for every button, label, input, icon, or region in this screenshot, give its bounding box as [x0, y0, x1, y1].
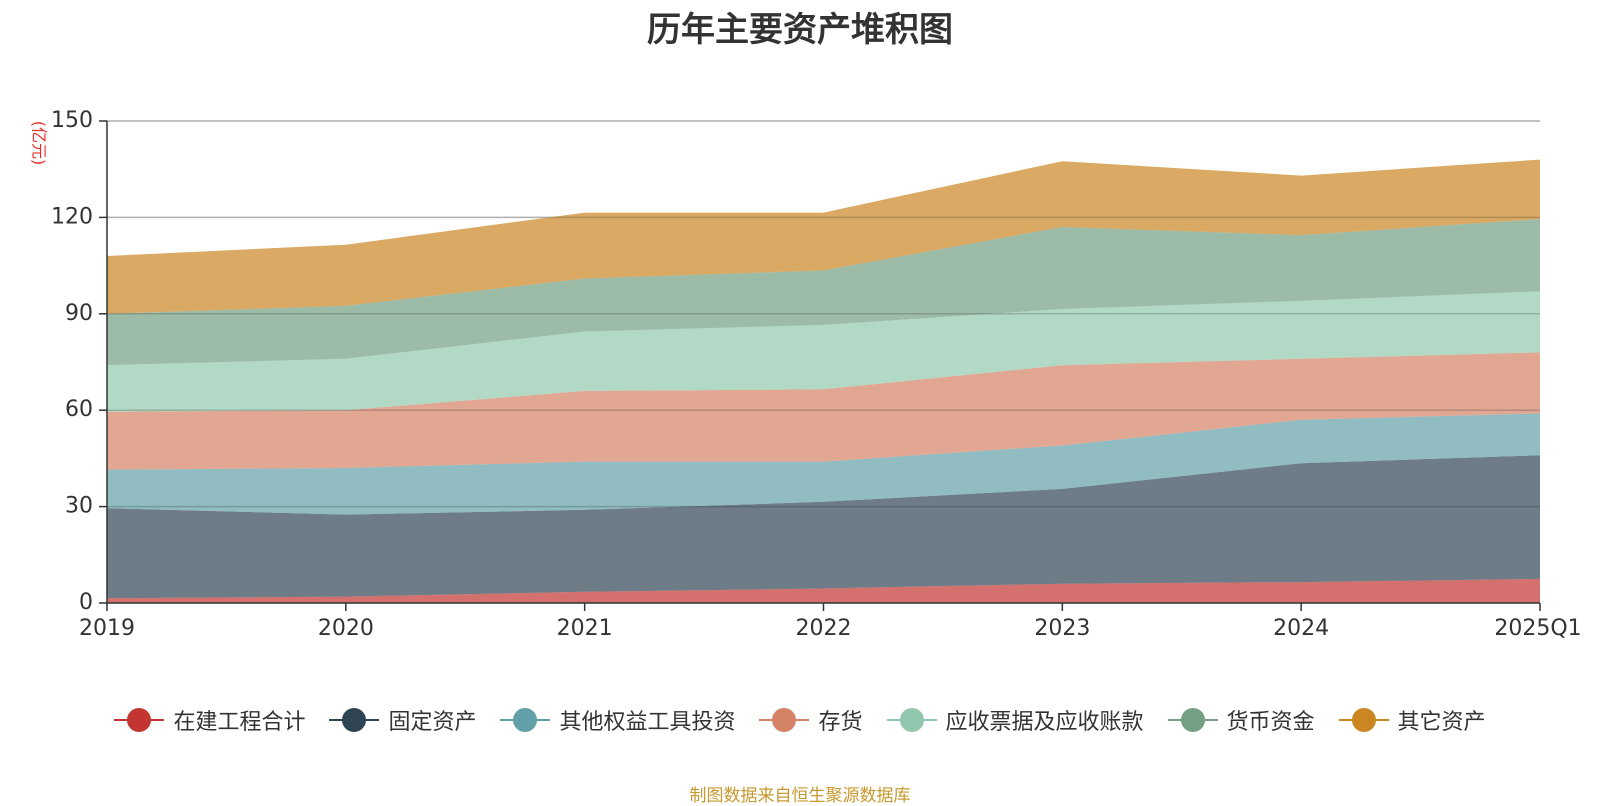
legend-marker-icon — [886, 706, 937, 734]
legend-item-3[interactable]: 存货 — [759, 704, 863, 736]
legend-label: 存货 — [818, 710, 863, 735]
legend-item-5[interactable]: 货币资金 — [1167, 704, 1315, 736]
legend-item-2[interactable]: 其他权益工具投资 — [500, 704, 735, 736]
legend-item-4[interactable]: 应收票据及应收账款 — [886, 704, 1144, 736]
x-tick-label-2020: 2020 — [318, 616, 374, 641]
legend: 在建工程合计 固定资产 其他权益工具投资 存货 应收票据及应收账款 货币资金 其它资产 — [0, 704, 1600, 736]
legend-marker-icon — [114, 706, 165, 734]
legend-marker-icon — [759, 706, 810, 734]
y-tick-label-150: 150 — [51, 108, 93, 133]
y-axis-label: (亿元) — [30, 121, 49, 166]
area-series-3[interactable] — [107, 352, 1540, 470]
legend-item-6[interactable]: 其它资产 — [1338, 704, 1486, 736]
legend-label: 其他权益工具投资 — [559, 710, 736, 735]
legend-marker-icon — [1338, 706, 1389, 734]
area-series-4[interactable] — [107, 291, 1540, 412]
x-tick-label-2019: 2019 — [79, 616, 135, 641]
y-tick-label-90: 90 — [65, 301, 93, 326]
x-tick-label-2021: 2021 — [557, 616, 613, 641]
legend-label: 应收票据及应收账款 — [945, 710, 1144, 735]
area-series-0[interactable] — [107, 578, 1540, 603]
chart-title: 历年主要资产堆积图 — [647, 10, 953, 50]
area-series-1[interactable] — [107, 455, 1540, 599]
legend-marker-icon — [329, 706, 380, 734]
area-series-6[interactable] — [107, 159, 1540, 314]
grid-overlay — [107, 120, 1540, 508]
legend-marker-icon — [500, 706, 551, 734]
data-source-note: 制图数据来自恒生聚源数据库 — [689, 786, 911, 806]
y-tick-label-0: 0 — [79, 590, 93, 615]
y-tick-label-120: 120 — [51, 204, 93, 229]
legend-item-0[interactable]: 在建工程合计 — [114, 704, 305, 736]
x-tick-label-2023: 2023 — [1034, 616, 1090, 641]
series-areas — [107, 159, 1540, 603]
x-tick-label-2022: 2022 — [796, 616, 852, 641]
area-series-5[interactable] — [107, 219, 1540, 366]
y-tick-label-30: 30 — [65, 494, 93, 519]
legend-label: 货币资金 — [1226, 710, 1315, 735]
legend-marker-icon — [1167, 706, 1218, 734]
x-tick-label-2024: 2024 — [1273, 616, 1329, 641]
legend-label: 固定资产 — [388, 710, 477, 735]
area-series-2[interactable] — [107, 413, 1540, 515]
x-tick-label-2025Q1: 2025Q1 — [1494, 616, 1581, 641]
legend-label: 其它资产 — [1397, 710, 1486, 735]
y-tick-label-60: 60 — [65, 397, 93, 422]
axes: 0 30 60 90 120 150 2019 2020 2021 2022 2023 2024 202… — [51, 108, 1582, 641]
legend-item-1[interactable]: 固定资产 — [329, 704, 476, 736]
legend-label: 在建工程合计 — [173, 710, 306, 735]
